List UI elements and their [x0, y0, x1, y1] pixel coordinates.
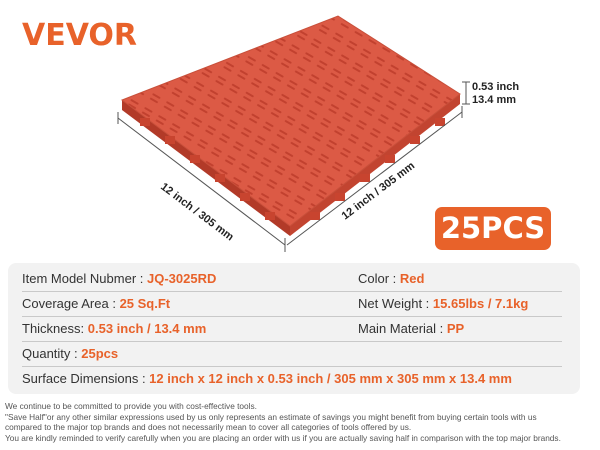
- thickness-label: 0.53 inch 13.4 mm: [472, 81, 519, 107]
- spec-row: Surface Dimensions : 12 inch x 12 inch x…: [22, 367, 562, 391]
- spec-value: PP: [446, 321, 465, 336]
- spec-row: Quantity : 25pcs: [22, 342, 562, 367]
- disclaimer-line: You are kindly reminded to verify carefu…: [5, 432, 561, 443]
- spec-label: Color :: [358, 271, 400, 286]
- spec-label: Surface Dimensions :: [22, 371, 150, 386]
- spec-value: 25pcs: [81, 346, 119, 361]
- spec-label: Item Model Nubmer :: [22, 271, 147, 286]
- disclaimer-line: "Save Half"or any other similar expressi…: [5, 411, 537, 422]
- spec-value: 15.65lbs / 7.1kg: [432, 296, 529, 311]
- spec-label: Net Weight :: [358, 296, 433, 311]
- spec-row: Thickness: 0.53 inch / 13.4 mm Main Mate…: [22, 317, 562, 342]
- spec-label: Coverage Area :: [22, 296, 120, 311]
- spec-label: Main Material :: [358, 321, 447, 336]
- spec-value: JQ-3025RD: [147, 271, 217, 286]
- disclaimer-line: We continue to be committed to provide y…: [5, 401, 257, 411]
- spec-value: 25 Sq.Ft: [119, 296, 171, 311]
- spec-value: 12 inch x 12 inch x 0.53 inch / 305 mm x…: [149, 371, 512, 386]
- spec-table: Item Model Nubmer : JQ-3025RD Color : Re…: [8, 263, 580, 394]
- left-edge-label: 12 inch / 305 mm: [158, 181, 236, 244]
- dimension-lines: [117, 81, 470, 252]
- disclaimer-line: compared to the major top brands and doe…: [5, 422, 412, 432]
- floor-tile-image: 12 inch / 305 mm 12 inch / 305 mm: [117, 15, 470, 252]
- thickness-mm: 13.4 mm: [472, 94, 517, 106]
- brand-logo: VEVOR: [22, 18, 138, 53]
- spec-row: Coverage Area : 25 Sq.Ft Net Weight : 15…: [22, 292, 562, 317]
- quantity-badge: 25PCS: [435, 207, 551, 250]
- spec-label: Quantity :: [22, 346, 82, 361]
- disclaimer: We continue to be committed to provide y…: [5, 401, 561, 443]
- spec-value: 0.53 inch / 13.4 mm: [87, 321, 207, 336]
- spec-value: Red: [399, 271, 425, 286]
- thickness-inch: 0.53 inch: [472, 81, 520, 93]
- spec-label: Thickness:: [22, 321, 88, 336]
- spec-row: Item Model Nubmer : JQ-3025RD Color : Re…: [22, 267, 562, 292]
